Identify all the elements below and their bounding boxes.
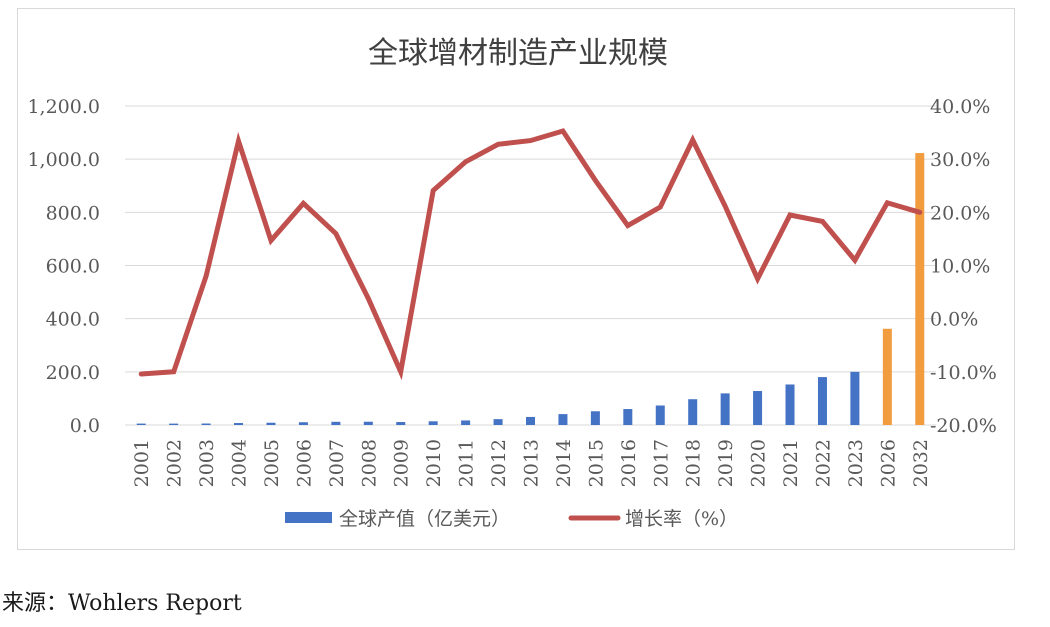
x-tick-label: 2014	[553, 439, 575, 487]
bar-2016	[623, 409, 633, 425]
y-left-tick-label: 0.0	[70, 415, 100, 437]
growth-rate-line	[138, 128, 923, 381]
axis-labels: 0.0 200.0 400.0 600.0 800.0 1,000.0 1,200.0 -20…	[27, 96, 996, 487]
bar-2023	[850, 371, 860, 425]
bar-2011	[461, 420, 471, 425]
grid-lines	[125, 105, 936, 426]
x-tick-label: 2009	[391, 439, 413, 487]
legend-bar-swatch	[285, 512, 332, 523]
y-left-tick-label: 1,000.0	[27, 149, 100, 171]
chart-svg: 全球增材制造产业规模 0.0 200.0 400.0 600.0 800.0 1,000.…	[27, 36, 996, 530]
x-tick-label: 2010	[423, 439, 445, 487]
x-tick-label: 2012	[488, 439, 510, 487]
y-left-tick-label: 200.0	[46, 362, 100, 384]
bar-2022	[817, 377, 827, 425]
bar-series	[136, 153, 925, 426]
y-right-tick-label: 10.0%	[930, 256, 990, 278]
chart-title: 全球增材制造产业规模	[368, 36, 668, 71]
bar-2002	[169, 423, 179, 425]
bar-2008	[363, 421, 373, 425]
bar-2006	[298, 422, 308, 425]
y-right-tick-label: -20.0%	[930, 415, 997, 437]
bar-2004	[234, 423, 244, 425]
x-tick-label: 2017	[650, 439, 672, 487]
bar-2010	[428, 421, 438, 425]
x-tick-label: 2003	[196, 439, 218, 487]
y-left-tick-label: 600.0	[46, 256, 100, 278]
bar-2026	[882, 328, 892, 425]
y-right-tick-label: 30.0%	[930, 149, 990, 171]
x-tick-label: 2016	[618, 439, 640, 487]
source-note: 来源：Wohlers Report	[2, 585, 242, 617]
y-left-tick-label: 800.0	[46, 202, 100, 224]
y-left-tick-label: 400.0	[46, 309, 100, 331]
x-tick-label: 2006	[293, 439, 315, 487]
x-tick-label: 2013	[521, 439, 543, 487]
source-text: Wohlers Report	[68, 591, 242, 616]
bar-2001	[136, 423, 146, 425]
bar-2018	[688, 399, 698, 425]
bar-2003	[201, 423, 211, 425]
bar-2021	[785, 384, 795, 425]
x-tick-label: 2011	[456, 439, 478, 487]
x-tick-label: 2022	[812, 439, 834, 487]
x-tick-label: 2032	[910, 439, 932, 487]
x-tick-label: 2026	[877, 439, 899, 487]
bar-2007	[331, 421, 341, 425]
bar-2017	[655, 405, 665, 425]
bar-2013	[526, 416, 535, 425]
chart-frame: 全球增材制造产业规模 0.0 200.0 400.0 600.0 800.0 1,000.…	[17, 8, 1015, 550]
x-tick-label: 2020	[748, 439, 770, 487]
legend-line-label: 增长率（%）	[625, 508, 738, 530]
source-label: 来源：	[2, 591, 69, 616]
bar-2020	[753, 391, 763, 425]
legend-bar-label: 全球产值（亿美元）	[339, 508, 510, 530]
y-right-tick-label: -10.0%	[930, 362, 997, 384]
y-right-tick-label: 40.0%	[930, 96, 990, 118]
legend: 全球产值（亿美元） 增长率（%）	[285, 508, 738, 530]
line-series	[138, 128, 923, 381]
y-left-tick-label: 1,200.0	[27, 96, 100, 118]
x-tick-label: 2002	[164, 439, 186, 487]
x-tick-label: 2001	[131, 439, 153, 487]
y-right-tick-label: 0.0%	[930, 309, 978, 331]
bar-2032	[915, 153, 925, 426]
x-tick-label: 2019	[715, 439, 737, 487]
x-tick-label: 2008	[358, 439, 380, 487]
bar-2014	[558, 414, 568, 425]
x-tick-label: 2015	[585, 439, 607, 487]
bar-2005	[266, 422, 276, 425]
x-tick-label: 2021	[780, 439, 802, 487]
bar-2019	[720, 393, 730, 425]
x-tick-label: 2023	[845, 439, 867, 487]
x-tick-label: 2007	[326, 439, 348, 487]
bar-2015	[590, 411, 600, 425]
y-right-tick-label: 20.0%	[930, 202, 990, 224]
x-tick-label: 2005	[261, 439, 283, 487]
bar-2012	[493, 419, 503, 425]
x-tick-label: 2004	[229, 439, 251, 487]
x-tick-label: 2018	[683, 439, 705, 487]
bar-2009	[396, 422, 406, 425]
